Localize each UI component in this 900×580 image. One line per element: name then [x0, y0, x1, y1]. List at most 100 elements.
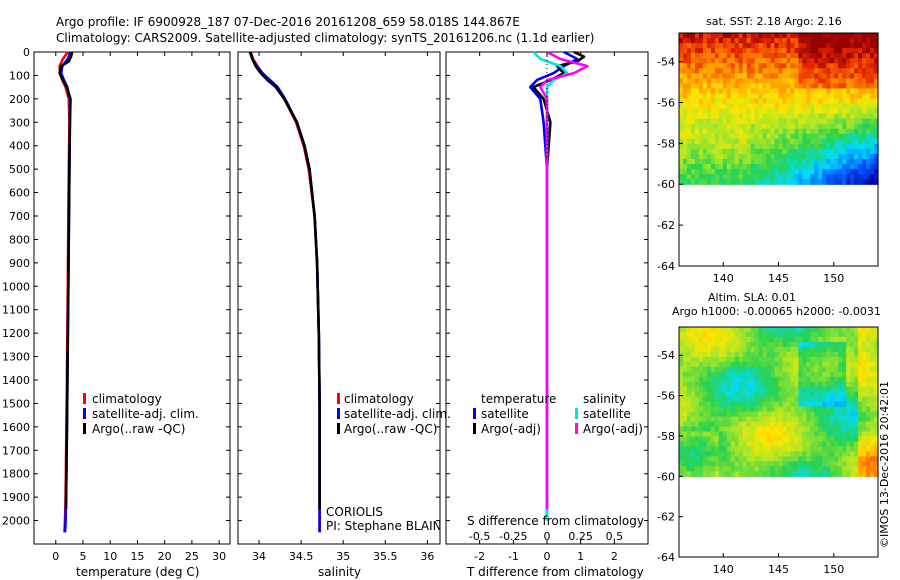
y-tick-label: 1500 [2, 397, 30, 410]
heatmap-cell [694, 43, 700, 49]
heatmap-cell [686, 376, 692, 383]
heatmap-cell [818, 406, 823, 413]
heatmap-cell [842, 446, 847, 453]
heatmap-cell [810, 391, 815, 398]
heatmap-cell [746, 169, 752, 175]
heatmap-cell [782, 401, 788, 408]
heatmap-cell [710, 406, 716, 413]
heatmap-cell [782, 123, 788, 130]
heatmap-cell [766, 466, 772, 472]
heatmap-cell [854, 148, 859, 155]
heatmap-cell [818, 159, 823, 165]
heatmap-cell [786, 148, 792, 155]
heatmap-cell [830, 336, 835, 343]
heatmap-cell [758, 431, 764, 438]
heatmap-cell [730, 341, 736, 348]
heatmap-cell [810, 128, 815, 135]
heatmap-cell [706, 53, 712, 59]
heatmap-cell [794, 366, 799, 373]
heatmap-cell [702, 93, 708, 100]
heatmap-cell [766, 154, 772, 160]
heatmap-cell [834, 93, 839, 100]
heatmap-cell [746, 421, 752, 428]
heatmap-cell [698, 346, 704, 353]
legend-swatch-satellite [337, 408, 340, 419]
heatmap-cell [726, 351, 732, 358]
heatmap-cell [782, 331, 788, 338]
heatmap-cell [786, 376, 792, 383]
heatmap-cell [850, 331, 855, 338]
heatmap-cell [750, 38, 756, 44]
heatmap-cell [722, 123, 728, 130]
heatmap-cell [810, 376, 815, 383]
heatmap-cell [714, 43, 720, 49]
heatmap-cell [722, 58, 728, 64]
heatmap-cell [790, 118, 796, 125]
heatmap-cell [778, 93, 784, 100]
heatmap-cell [866, 456, 871, 462]
heatmap-cell [766, 169, 772, 175]
heatmap-cell [690, 73, 696, 79]
heatmap-cell [754, 396, 760, 403]
x-tick-label: 5 [80, 550, 87, 563]
heatmap-cell [778, 451, 784, 457]
depth-axis: 0100200300400500600700800900100011001200… [2, 46, 230, 528]
heatmap-cell [706, 48, 712, 54]
heatmap-cell [850, 351, 855, 358]
heatmap-cell [802, 341, 807, 348]
heatmap-cell [710, 356, 716, 363]
heatmap-cell [686, 103, 692, 110]
heatmap-cell [870, 441, 875, 448]
heatmap-cell [866, 38, 871, 44]
heatmap-cell [738, 108, 744, 115]
heatmap-cell [746, 396, 752, 403]
heatmap-cell [690, 169, 696, 175]
heatmap-cell [874, 58, 879, 64]
heatmap-cell [850, 108, 855, 115]
heatmap-cell [714, 421, 720, 428]
heatmap-cell [734, 356, 740, 363]
heatmap-cell [866, 401, 871, 408]
heatmap-cell [738, 169, 744, 175]
heatmap-cell [818, 401, 823, 408]
heatmap-cell [806, 431, 811, 438]
heatmap-cell [746, 98, 752, 105]
heatmap-cell [686, 174, 692, 180]
heatmap-cell [710, 346, 716, 353]
heatmap-cell [794, 451, 799, 457]
heatmap-cell [714, 401, 720, 408]
heatmap-cell [822, 169, 827, 175]
heatmap-cell [698, 118, 704, 125]
heatmap-cell [850, 441, 855, 448]
heatmap-cell [774, 431, 780, 438]
heatmap-cell [726, 411, 732, 418]
heatmap-cell [798, 466, 803, 472]
heatmap-cell [758, 376, 764, 383]
heatmap-cell [822, 73, 827, 79]
heatmap-cell [758, 98, 764, 105]
heatmap-cell [870, 113, 875, 120]
heatmap-cell [770, 58, 776, 64]
heatmap-cell [818, 431, 823, 438]
heatmap-cell [742, 351, 748, 358]
heatmap-cell [846, 446, 851, 453]
heatmap-cell [718, 381, 724, 388]
heatmap-cell [790, 411, 796, 418]
heatmap-cell [814, 43, 819, 49]
heatmap-cell [866, 396, 871, 403]
heatmap-cell [874, 451, 879, 457]
heatmap-cell [726, 446, 732, 453]
temperature-legend: climatology satellite-adj. clim. Argo(..… [83, 392, 199, 436]
x-tick-label: 34 [252, 550, 266, 563]
heatmap-cell [742, 346, 748, 353]
heatmap-cell [874, 401, 879, 408]
heatmap-cell [679, 174, 684, 180]
heatmap-cell [698, 128, 704, 135]
heatmap-cell [770, 138, 776, 145]
heatmap-cell [794, 371, 799, 378]
heatmap-cell [774, 327, 780, 333]
heatmap-cell [718, 401, 724, 408]
heatmap-cell [858, 164, 863, 170]
heatmap-cell [770, 48, 776, 54]
heatmap-cell [706, 406, 712, 413]
